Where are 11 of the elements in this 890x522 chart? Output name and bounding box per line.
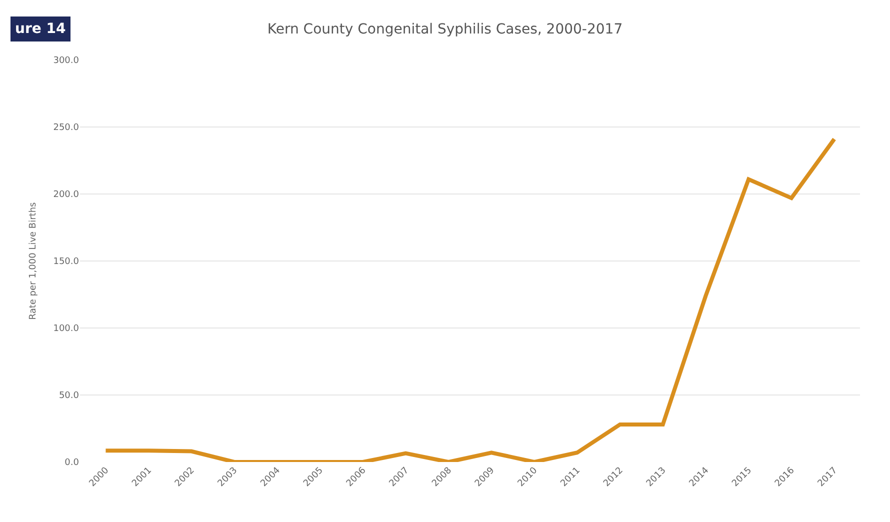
- y-axis-title: Rate per 1,000 Live Births: [28, 202, 39, 320]
- y-tick-label: 0.0: [64, 458, 80, 468]
- y-tick-label: 300.0: [53, 56, 80, 66]
- y-tick-label: 50.0: [58, 391, 80, 402]
- line-series: [104, 137, 836, 462]
- y-tick-label: 250.0: [53, 123, 80, 134]
- y-tick-label: 200.0: [53, 190, 80, 200]
- y-tick-label: 100.0: [53, 324, 80, 334]
- y-tick-label: 150.0: [53, 257, 80, 268]
- chart-title: Kern County Congenital Syphilis Cases, 2000-2017: [267, 21, 623, 38]
- text: ure 14: [15, 21, 66, 37]
